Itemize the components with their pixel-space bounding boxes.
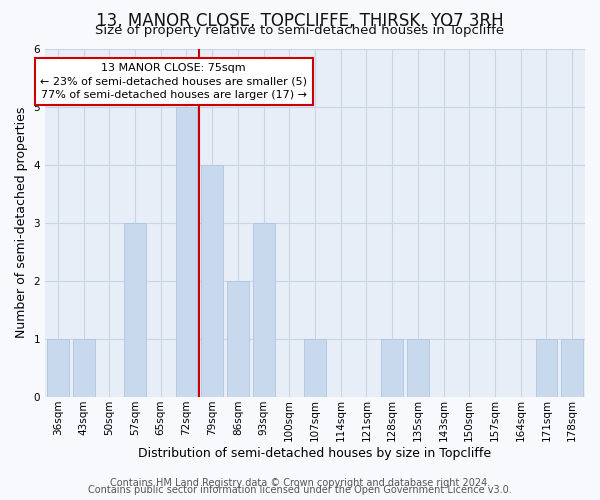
Text: 13 MANOR CLOSE: 75sqm
← 23% of semi-detached houses are smaller (5)
77% of semi-: 13 MANOR CLOSE: 75sqm ← 23% of semi-deta… [40,64,307,100]
Bar [381,338,403,396]
Bar [253,223,275,396]
X-axis label: Distribution of semi-detached houses by size in Topcliffe: Distribution of semi-detached houses by … [139,447,491,460]
Y-axis label: Number of semi-detached properties: Number of semi-detached properties [15,107,28,338]
Text: Contains public sector information licensed under the Open Government Licence v3: Contains public sector information licen… [88,485,512,495]
Bar [201,165,223,396]
Bar [407,338,429,396]
Text: Contains HM Land Registry data © Crown copyright and database right 2024.: Contains HM Land Registry data © Crown c… [110,478,490,488]
Bar [176,107,197,397]
Bar [561,338,583,396]
Bar [47,338,69,396]
Bar [124,223,146,396]
Text: 13, MANOR CLOSE, TOPCLIFFE, THIRSK, YO7 3RH: 13, MANOR CLOSE, TOPCLIFFE, THIRSK, YO7 … [96,12,504,30]
Bar [304,338,326,396]
Bar [73,338,95,396]
Bar [227,280,249,396]
Bar [536,338,557,396]
Text: Size of property relative to semi-detached houses in Topcliffe: Size of property relative to semi-detach… [95,24,505,37]
